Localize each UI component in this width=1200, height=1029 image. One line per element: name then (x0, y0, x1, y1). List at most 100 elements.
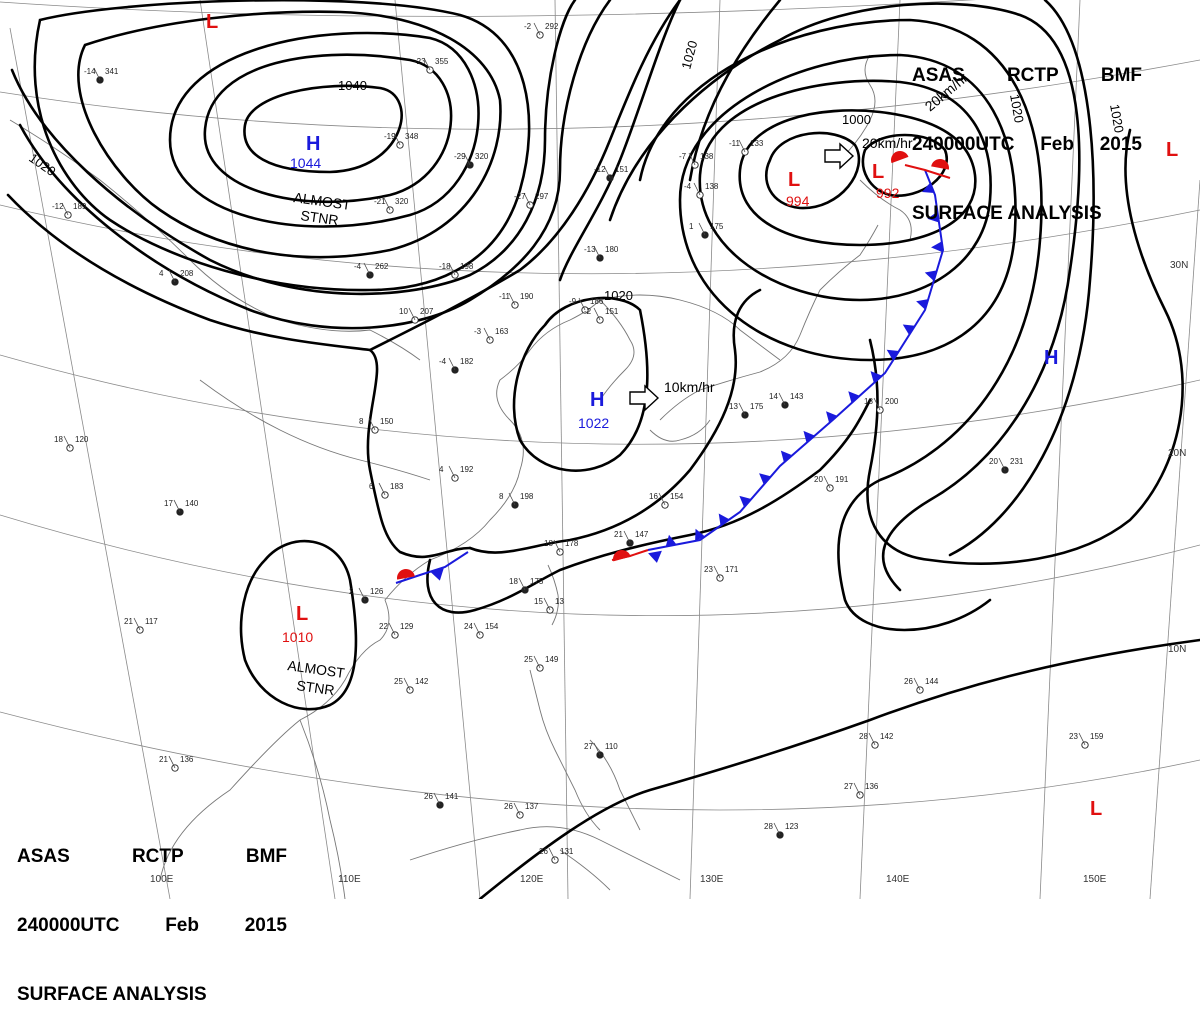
header-field: 2015 (244, 915, 287, 936)
wind-barb (688, 152, 696, 166)
station-pressure: 175 (710, 222, 724, 231)
low-pressure-symbol: L (1166, 139, 1178, 161)
station-pressure: 178 (565, 539, 579, 548)
cold-front-triangle (924, 270, 937, 281)
station-plot: 2 126 (349, 587, 384, 604)
wind-barb (533, 655, 541, 669)
wind-barb (593, 307, 601, 321)
station-temperature: 10 (399, 307, 408, 316)
station-temperature: 23 (704, 565, 713, 574)
station-plot: -2 151 (584, 307, 619, 324)
station-plots: -14 341-23 355-19 348-29 320-27 297-21 320-4 26… (52, 22, 1104, 864)
wind-barb (698, 222, 706, 236)
stationary-front-line (395, 551, 469, 584)
wind-barb (658, 492, 666, 506)
chart-header: ASAS RCTP BMF 240000UTC Feb 2015 SURFACE ANA… (17, 799, 287, 1029)
station-pressure: 154 (485, 622, 499, 631)
wind-barb (548, 847, 556, 861)
station-plot: -11 133 (729, 139, 764, 156)
low-pressure-symbol: L (296, 603, 308, 625)
station-pressure: 143 (790, 392, 804, 401)
station-pressure: 117 (145, 617, 158, 626)
center-note: ALMOST (293, 189, 353, 213)
station-temperature: -21 (374, 197, 386, 206)
latitude-label: 20N (1168, 448, 1186, 459)
wind-barb (623, 530, 631, 544)
station-pressure: 341 (105, 67, 119, 76)
cold-front-triangle (695, 528, 705, 541)
station-pressure: 297 (535, 192, 549, 201)
cold-front-triangle (927, 211, 940, 223)
station-plot: -27 297 (514, 192, 549, 209)
station-pressure: 133 (750, 139, 764, 148)
station-plot: -29 320 (454, 152, 489, 169)
station-plot: -3 163 (474, 327, 509, 344)
latitude-label: 30N (1170, 260, 1188, 271)
station-plot: -4 182 (439, 357, 474, 374)
station-plot: 18 175 (509, 577, 544, 594)
station-plot: 25 142 (394, 677, 429, 694)
low-pressure-symbol: L (1090, 798, 1102, 820)
wind-barb (423, 57, 431, 71)
cold-front-triangle (870, 371, 883, 384)
isobar-label: 1020 (604, 288, 633, 303)
station-pressure: 320 (395, 197, 409, 206)
station-temperature: -29 (454, 152, 466, 161)
station-plot: 28 123 (764, 822, 799, 839)
station-plot: -7 138 (679, 152, 714, 169)
station-temperature: 18 (509, 577, 518, 586)
station-temperature: -2 (584, 307, 592, 316)
wind-barb (408, 307, 416, 321)
warm-front-semicircle (931, 159, 949, 170)
station-temperature: 22 (379, 622, 388, 631)
high-pressure-symbol: H (590, 389, 604, 411)
station-pressure: 141 (445, 792, 459, 801)
station-pressure: 200 (885, 397, 899, 406)
station-pressure: 151 (605, 307, 619, 316)
wind-barb (173, 499, 181, 513)
station-plot: 28 142 (859, 732, 894, 749)
movement-arrow (629, 384, 660, 412)
isobar-label: 1020 (1007, 93, 1027, 124)
pressure-value: 1010 (282, 629, 313, 645)
wind-barb (738, 139, 746, 153)
station-pressure: 198 (520, 492, 534, 501)
station-temperature: 21 (159, 755, 168, 764)
station-pressure: 163 (495, 327, 509, 336)
wind-barb (448, 357, 456, 371)
wind-barb (403, 677, 411, 691)
station-plot: 17 140 (164, 499, 199, 516)
station-pressure: 207 (420, 307, 434, 316)
wind-barb (1078, 732, 1086, 746)
warm-front-semicircle (397, 569, 415, 580)
wind-barb (368, 417, 376, 431)
cold-front-triangle (780, 450, 793, 463)
station-temperature: 28 (764, 822, 773, 831)
station-plot: 4 208 (159, 269, 194, 286)
cold-front-triangle (718, 513, 730, 526)
station-temperature: 6 (369, 482, 374, 491)
isobar-label: 1000 (842, 112, 871, 127)
wind-barb (518, 577, 526, 591)
station-temperature: -2 (524, 22, 532, 31)
cold-front-triangle (886, 349, 899, 361)
pressure-value: 1022 (578, 415, 609, 431)
station-temperature: 27 (584, 742, 593, 751)
longitude-label: 140E (886, 874, 910, 885)
station-temperature: 23 (1069, 732, 1078, 741)
station-temperature: -23 (414, 57, 426, 66)
station-plot: -18 198 (439, 262, 474, 279)
header-field: Feb (1040, 134, 1074, 155)
station-plot: -19 348 (384, 132, 419, 149)
cold-front-triangle (739, 495, 752, 508)
station-temperature: 25 (524, 655, 533, 664)
pressure-value: 1044 (290, 155, 321, 171)
wind-barb (358, 587, 366, 601)
station-plot: 15 13 (534, 597, 564, 614)
header-field: 240000UTC (17, 915, 120, 936)
wind-barb (778, 392, 786, 406)
station-temperature: 8 (499, 492, 504, 501)
wind-barb (388, 622, 396, 636)
station-temperature: -12 (52, 202, 64, 211)
station-temperature: 26 (424, 792, 433, 801)
